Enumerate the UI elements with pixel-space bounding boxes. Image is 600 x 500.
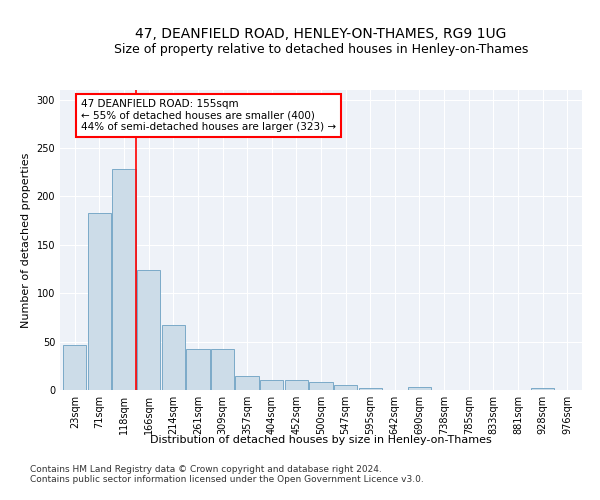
Bar — [359, 388, 382, 390]
Bar — [235, 376, 259, 390]
Bar — [112, 170, 136, 390]
Bar — [88, 213, 111, 390]
Text: 47 DEANFIELD ROAD: 155sqm
← 55% of detached houses are smaller (400)
44% of semi: 47 DEANFIELD ROAD: 155sqm ← 55% of detac… — [81, 99, 336, 132]
Bar — [408, 387, 431, 390]
Bar — [63, 344, 86, 390]
Text: 47, DEANFIELD ROAD, HENLEY-ON-THAMES, RG9 1UG: 47, DEANFIELD ROAD, HENLEY-ON-THAMES, RG… — [136, 28, 506, 42]
Bar — [186, 350, 209, 390]
Bar — [211, 350, 234, 390]
Bar — [284, 380, 308, 390]
Bar — [161, 325, 185, 390]
Bar — [531, 388, 554, 390]
Text: Size of property relative to detached houses in Henley-on-Thames: Size of property relative to detached ho… — [114, 42, 528, 56]
Bar — [310, 382, 332, 390]
Bar — [334, 385, 358, 390]
Text: Distribution of detached houses by size in Henley-on-Thames: Distribution of detached houses by size … — [150, 435, 492, 445]
Y-axis label: Number of detached properties: Number of detached properties — [21, 152, 31, 328]
Text: Contains public sector information licensed under the Open Government Licence v3: Contains public sector information licen… — [30, 476, 424, 484]
Bar — [260, 380, 283, 390]
Bar — [137, 270, 160, 390]
Text: Contains HM Land Registry data © Crown copyright and database right 2024.: Contains HM Land Registry data © Crown c… — [30, 466, 382, 474]
